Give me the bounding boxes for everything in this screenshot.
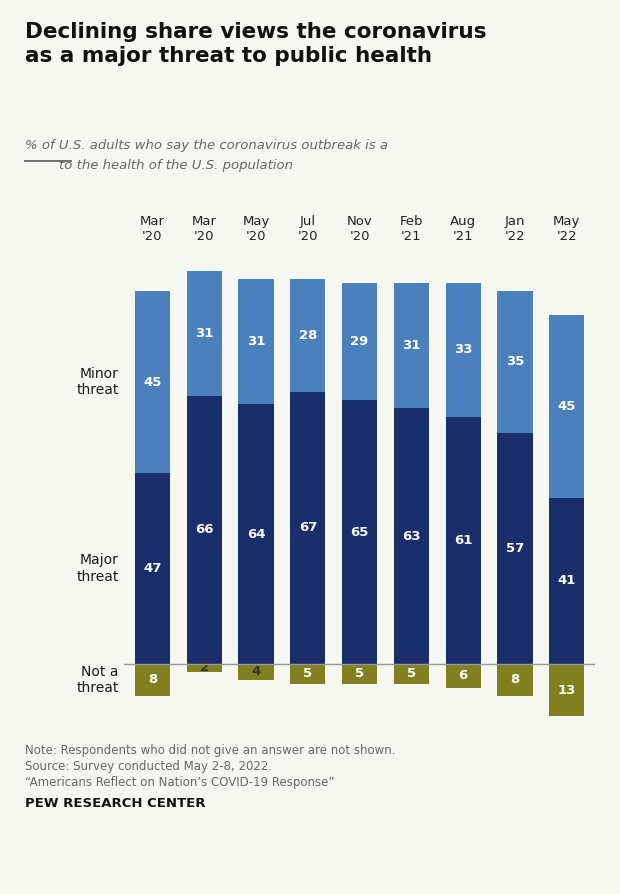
Bar: [135, 291, 170, 473]
Bar: [239, 663, 273, 680]
Text: Minor
threat: Minor threat: [76, 367, 119, 397]
Text: 2: 2: [200, 662, 209, 674]
Bar: [446, 417, 480, 663]
Bar: [187, 663, 222, 672]
Bar: [394, 409, 429, 663]
Text: 61: 61: [454, 534, 472, 546]
Text: 45: 45: [143, 375, 162, 389]
Text: 65: 65: [350, 526, 369, 538]
Bar: [549, 498, 584, 663]
Bar: [497, 433, 533, 663]
Text: Note: Respondents who did not give an answer are not shown.: Note: Respondents who did not give an an…: [25, 744, 396, 757]
Bar: [135, 663, 170, 696]
Bar: [135, 473, 170, 663]
Text: 45: 45: [557, 400, 576, 413]
Text: Source: Survey conducted May 2-8, 2022.: Source: Survey conducted May 2-8, 2022.: [25, 760, 272, 773]
Text: 66: 66: [195, 524, 213, 536]
Text: 6: 6: [459, 670, 467, 682]
Bar: [290, 663, 326, 684]
Text: 41: 41: [557, 574, 576, 587]
Text: 67: 67: [299, 521, 317, 535]
Text: 5: 5: [407, 668, 416, 680]
Text: 5: 5: [355, 668, 364, 680]
Bar: [187, 396, 222, 663]
Bar: [290, 392, 326, 663]
Bar: [497, 663, 533, 696]
Text: 57: 57: [506, 542, 524, 555]
Bar: [342, 663, 377, 684]
Bar: [394, 283, 429, 409]
Bar: [239, 404, 273, 663]
Text: 8: 8: [510, 673, 520, 687]
Text: 31: 31: [402, 339, 420, 352]
Bar: [549, 316, 584, 498]
Bar: [187, 271, 222, 396]
Text: 31: 31: [195, 327, 213, 340]
Text: 31: 31: [247, 335, 265, 348]
Bar: [394, 663, 429, 684]
Text: 63: 63: [402, 529, 420, 543]
Text: 35: 35: [506, 355, 524, 368]
Text: 29: 29: [350, 335, 369, 348]
Bar: [497, 291, 533, 433]
Text: PEW RESEARCH CENTER: PEW RESEARCH CENTER: [25, 797, 205, 811]
Text: Major
threat: Major threat: [76, 553, 119, 584]
Text: 5: 5: [303, 668, 312, 680]
Text: 47: 47: [143, 562, 162, 575]
Bar: [239, 279, 273, 404]
Text: Not a
threat: Not a threat: [76, 665, 119, 695]
Text: 8: 8: [148, 673, 157, 687]
Text: to the health of the U.S. population: to the health of the U.S. population: [25, 159, 293, 173]
Bar: [549, 663, 584, 716]
Bar: [342, 283, 377, 401]
Text: 64: 64: [247, 527, 265, 541]
Bar: [446, 283, 480, 417]
Text: 33: 33: [454, 343, 472, 356]
Text: Declining share views the coronavirus
as a major threat to public health: Declining share views the coronavirus as…: [25, 22, 486, 66]
Bar: [446, 663, 480, 688]
Text: 28: 28: [299, 329, 317, 342]
Text: “Americans Reflect on Nation’s COVID-19 Response”: “Americans Reflect on Nation’s COVID-19 …: [25, 776, 334, 789]
Text: 4: 4: [252, 665, 260, 679]
Bar: [290, 279, 326, 392]
Text: 13: 13: [557, 684, 576, 696]
Bar: [342, 401, 377, 663]
Text: % of U.S. adults who say the coronavirus outbreak is a: % of U.S. adults who say the coronavirus…: [25, 139, 388, 152]
